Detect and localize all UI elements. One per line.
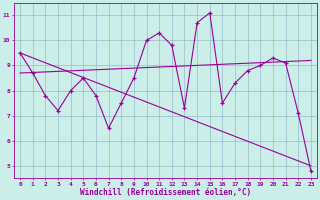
X-axis label: Windchill (Refroidissement éolien,°C): Windchill (Refroidissement éolien,°C) bbox=[80, 188, 251, 197]
